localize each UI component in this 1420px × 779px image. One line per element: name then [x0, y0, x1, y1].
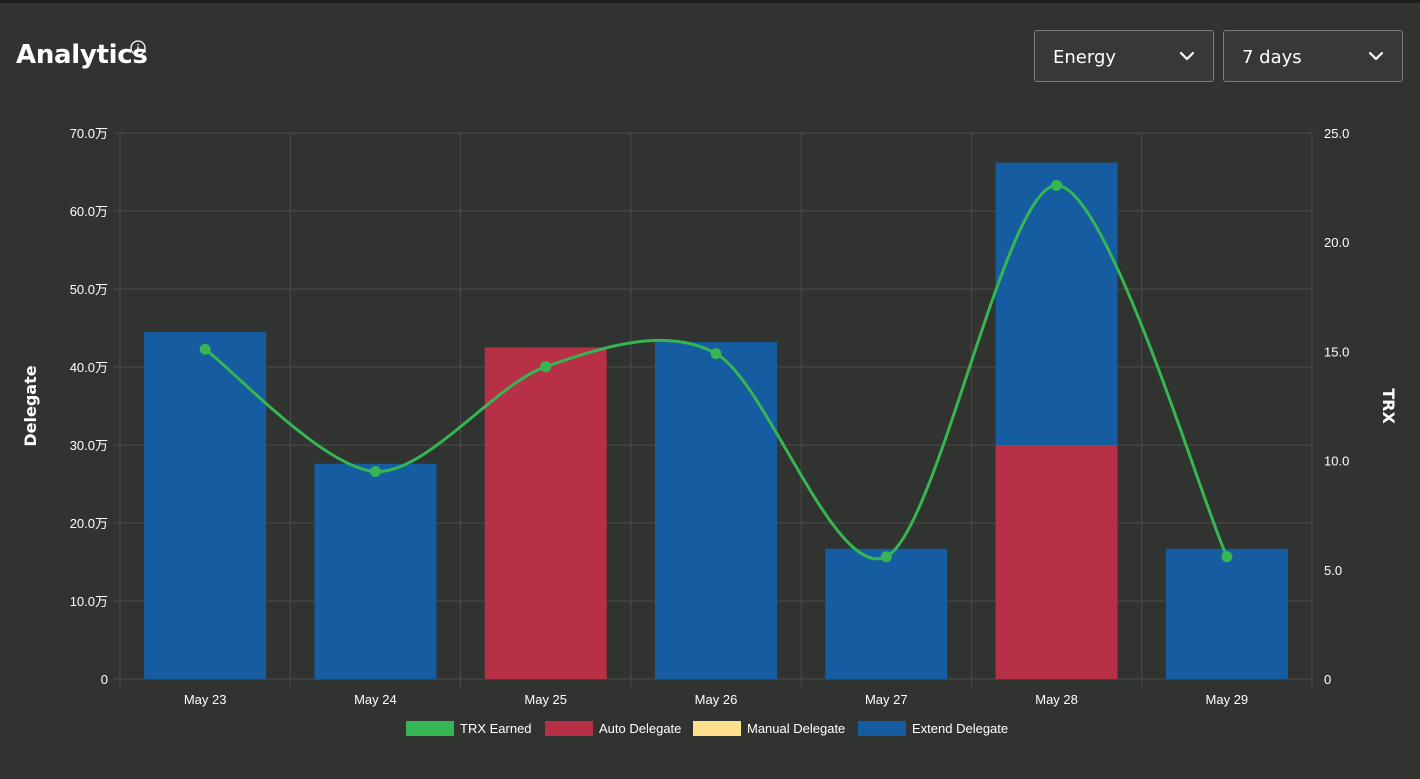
legend-label: Manual Delegate [747, 721, 845, 736]
left-axis-ticks: 0 10.0万 20.0万 30.0万 40.0万 50.0万 60.0万 70.0万 [70, 126, 108, 687]
left-axis-title: Delegate [21, 365, 40, 446]
right-axis-tick-label: 0 [1324, 672, 1331, 687]
x-axis-tick-label: May 28 [1035, 692, 1078, 707]
chevron-down-icon [1179, 51, 1195, 61]
trx-earned-point [1051, 179, 1063, 191]
trx-earned-point [369, 466, 381, 478]
bar-extend-delegate [1165, 548, 1288, 679]
x-axis-tick-label: May 29 [1206, 692, 1249, 707]
bar-extend-delegate [655, 342, 777, 679]
bar-extend-delegate [995, 162, 1118, 445]
left-axis-tick-label: 0 [101, 672, 108, 687]
x-axis-tick-label: May 25 [524, 692, 567, 707]
x-axis-tick-label: May 26 [695, 692, 738, 707]
right-axis-tick-label: 5.0 [1324, 563, 1342, 578]
range-dropdown-value: 7 days [1242, 47, 1302, 68]
left-axis-tick-label: 10.0万 [70, 594, 108, 609]
right-axis-ticks: 0 5.0 10.0 15.0 20.0 25.0 [1324, 126, 1349, 687]
bar-extend-delegate [314, 463, 437, 679]
legend-swatch [858, 721, 906, 736]
x-axis-tick-label: May 24 [354, 692, 397, 707]
bar-auto-delegate [484, 347, 607, 679]
page-title: Analytics [16, 40, 148, 70]
legend-swatch [406, 721, 454, 736]
x-axis-tick-label: May 23 [184, 692, 227, 707]
right-axis-tick-label: 25.0 [1324, 126, 1349, 141]
chart-bars [144, 162, 1288, 679]
chart-line [199, 179, 1233, 563]
left-axis-tick-label: 30.0万 [70, 438, 108, 453]
trx-earned-point [1221, 551, 1233, 563]
bar-auto-delegate [995, 445, 1118, 679]
chart-legend: TRX Earned Auto Delegate Manual Delegate Ex… [406, 721, 1008, 736]
metric-dropdown[interactable]: Energy [1034, 30, 1214, 82]
legend-swatch [693, 721, 741, 736]
trx-earned-point [540, 361, 552, 373]
right-axis-title: TRX [1379, 388, 1398, 424]
x-axis-ticks: May 23 May 24 May 25 May 26 May 27 May 28 May … [184, 692, 1248, 707]
trx-earned-point [880, 551, 892, 563]
legend-label: Auto Delegate [599, 721, 681, 736]
bar-extend-delegate [144, 331, 267, 679]
range-dropdown[interactable]: 7 days [1223, 30, 1403, 82]
legend-label: Extend Delegate [912, 721, 1008, 736]
right-axis-tick-label: 20.0 [1324, 235, 1349, 250]
legend-label: TRX Earned [460, 721, 532, 736]
info-circle-icon[interactable] [130, 40, 146, 56]
left-axis-tick-label: 40.0万 [70, 360, 108, 375]
trx-earned-point [710, 348, 722, 360]
trx-earned-point [199, 343, 211, 355]
trx-earned-line [204, 183, 1229, 561]
metric-dropdown-value: Energy [1053, 47, 1117, 68]
top-border [0, 0, 1420, 3]
x-axis-tick-label: May 27 [865, 692, 908, 707]
left-axis-tick-label: 60.0万 [70, 204, 108, 219]
legend-swatch [545, 721, 593, 736]
chevron-down-icon [1368, 51, 1384, 61]
left-axis-tick-label: 50.0万 [70, 282, 108, 297]
left-axis-tick-label: 20.0万 [70, 516, 108, 531]
bar-extend-delegate [825, 548, 948, 679]
left-axis-tick-label: 70.0万 [70, 126, 108, 141]
right-axis-tick-label: 10.0 [1324, 454, 1349, 469]
right-axis-tick-label: 15.0 [1324, 344, 1349, 359]
